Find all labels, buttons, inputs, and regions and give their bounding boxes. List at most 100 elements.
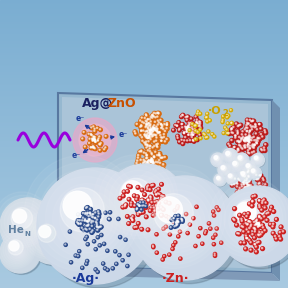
Circle shape — [253, 196, 256, 200]
Circle shape — [99, 129, 101, 130]
Circle shape — [144, 142, 148, 146]
Circle shape — [232, 161, 238, 167]
Circle shape — [243, 212, 247, 216]
Bar — [0, 278, 288, 279]
Bar — [0, 232, 288, 233]
Circle shape — [145, 134, 149, 138]
Circle shape — [158, 153, 162, 157]
Circle shape — [198, 121, 200, 122]
Circle shape — [141, 166, 145, 170]
Circle shape — [139, 158, 143, 162]
Bar — [0, 162, 288, 163]
Circle shape — [244, 137, 248, 141]
Circle shape — [245, 215, 249, 219]
Circle shape — [124, 203, 128, 206]
Bar — [0, 116, 288, 117]
Circle shape — [242, 173, 247, 178]
Circle shape — [246, 237, 247, 239]
Circle shape — [78, 219, 82, 223]
Circle shape — [250, 223, 253, 227]
Circle shape — [168, 201, 171, 205]
Bar — [0, 105, 288, 106]
Circle shape — [126, 190, 129, 193]
Circle shape — [201, 243, 202, 244]
Circle shape — [251, 136, 255, 140]
Circle shape — [247, 164, 252, 170]
Circle shape — [248, 147, 252, 151]
Circle shape — [243, 128, 247, 132]
Circle shape — [149, 171, 150, 172]
Circle shape — [217, 162, 230, 175]
Circle shape — [90, 133, 93, 137]
Circle shape — [141, 199, 142, 200]
Circle shape — [142, 202, 146, 206]
Circle shape — [76, 219, 80, 222]
Circle shape — [247, 139, 248, 140]
Circle shape — [142, 205, 143, 206]
Circle shape — [122, 194, 125, 198]
Circle shape — [161, 124, 162, 126]
Circle shape — [145, 120, 149, 124]
Circle shape — [155, 130, 156, 131]
Circle shape — [174, 210, 175, 211]
Circle shape — [77, 222, 81, 226]
Circle shape — [206, 121, 207, 122]
Bar — [0, 218, 288, 219]
Bar — [0, 167, 288, 168]
Circle shape — [259, 192, 262, 196]
Circle shape — [154, 168, 158, 172]
Circle shape — [240, 185, 244, 189]
Circle shape — [245, 124, 249, 128]
Circle shape — [245, 248, 246, 249]
Circle shape — [279, 237, 283, 241]
Circle shape — [247, 145, 248, 146]
Bar — [0, 54, 288, 55]
Circle shape — [260, 148, 262, 149]
Circle shape — [248, 138, 252, 142]
Circle shape — [177, 125, 178, 126]
Polygon shape — [62, 97, 268, 269]
Circle shape — [149, 165, 153, 169]
Circle shape — [145, 146, 149, 150]
Circle shape — [204, 133, 206, 137]
Circle shape — [178, 230, 181, 233]
Bar — [0, 277, 288, 278]
Circle shape — [279, 238, 281, 239]
Circle shape — [252, 150, 256, 154]
Circle shape — [149, 174, 150, 175]
Circle shape — [239, 241, 243, 245]
Circle shape — [250, 152, 263, 165]
Circle shape — [52, 183, 122, 253]
Circle shape — [248, 147, 252, 151]
Circle shape — [243, 145, 245, 146]
Circle shape — [241, 160, 255, 173]
Circle shape — [196, 124, 198, 125]
Circle shape — [241, 130, 245, 134]
Circle shape — [60, 188, 104, 232]
Bar — [0, 139, 288, 140]
Circle shape — [154, 128, 155, 129]
Circle shape — [242, 175, 244, 176]
Bar — [0, 98, 288, 99]
Circle shape — [243, 211, 267, 235]
Circle shape — [245, 187, 249, 191]
Circle shape — [90, 221, 94, 225]
Circle shape — [152, 162, 156, 166]
Circle shape — [248, 197, 251, 200]
Circle shape — [282, 230, 285, 234]
Bar — [0, 153, 288, 154]
Circle shape — [233, 147, 234, 148]
Bar — [0, 17, 288, 18]
Circle shape — [238, 141, 240, 143]
Bar — [0, 124, 288, 125]
Circle shape — [84, 146, 85, 147]
Circle shape — [141, 136, 144, 140]
Circle shape — [138, 150, 142, 154]
Circle shape — [80, 223, 81, 224]
Circle shape — [243, 139, 247, 143]
Circle shape — [252, 154, 262, 164]
Circle shape — [251, 137, 253, 139]
Circle shape — [260, 133, 262, 135]
Circle shape — [159, 132, 160, 133]
Circle shape — [204, 232, 207, 235]
